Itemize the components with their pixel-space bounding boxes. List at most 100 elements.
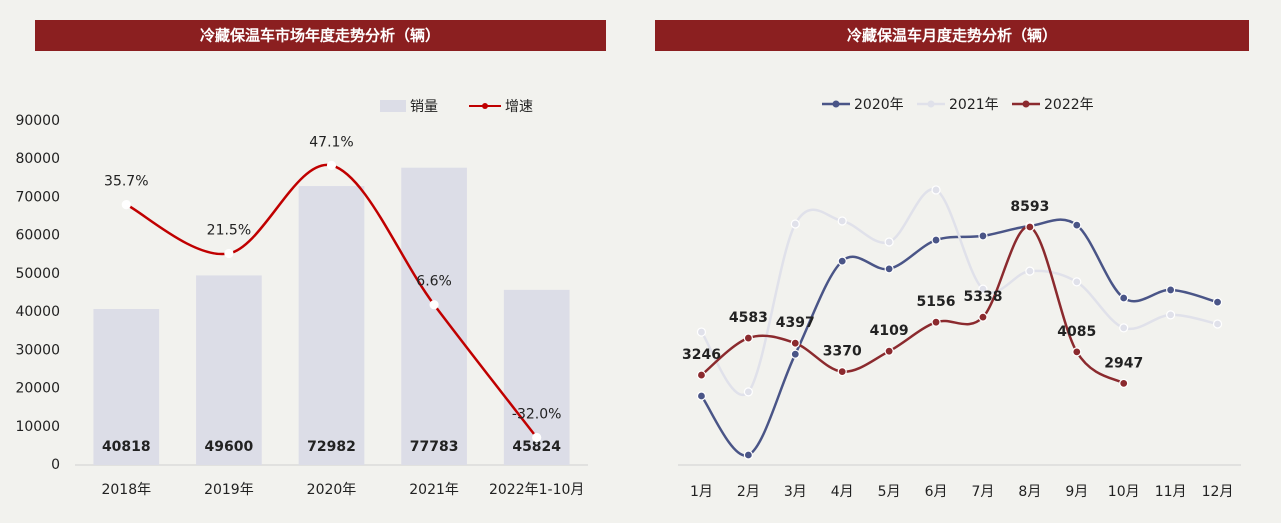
x-tick-label: 4月 — [831, 484, 854, 500]
title-banner — [35, 20, 606, 51]
legend-swatch — [1022, 100, 1030, 108]
legend-swatch — [927, 100, 935, 108]
data-label: 4397 — [776, 315, 815, 331]
point — [931, 317, 941, 327]
bar-label: 40818 — [102, 439, 151, 455]
point — [743, 450, 753, 460]
x-tick-label: 8月 — [1018, 484, 1041, 500]
data-label: 4109 — [870, 323, 909, 339]
point — [1119, 378, 1129, 388]
point — [978, 284, 988, 294]
point — [224, 248, 234, 259]
point — [978, 231, 988, 241]
point — [1072, 347, 1082, 357]
legend-label: 销量 — [410, 99, 438, 115]
point — [1025, 266, 1035, 276]
point — [743, 333, 753, 343]
data-label: 21.5% — [207, 222, 251, 238]
point — [429, 300, 439, 310]
point — [326, 160, 337, 170]
bar-label: 49600 — [205, 439, 254, 455]
point — [1119, 293, 1129, 303]
legend-label: 2021年 — [949, 97, 999, 113]
point — [532, 432, 542, 443]
point — [837, 256, 847, 266]
data-label: 5338 — [963, 289, 1002, 305]
legend-label: 2022年 — [1044, 97, 1094, 113]
x-tick-label: 6月 — [925, 484, 948, 500]
point — [931, 185, 941, 195]
x-tick-label: 7月 — [971, 484, 994, 500]
data-label: 4085 — [1057, 324, 1096, 340]
x-tick-label: 2022年1-10月 — [489, 482, 584, 498]
data-label: 4583 — [729, 310, 768, 326]
point — [696, 391, 707, 401]
legend-label: 增速 — [505, 99, 533, 115]
y-tick-label: 0 — [51, 457, 60, 473]
x-tick-label: 2021年 — [409, 482, 459, 498]
point — [696, 370, 707, 380]
y-tick-label: 70000 — [15, 189, 60, 205]
data-label: 3370 — [823, 344, 862, 360]
x-tick-label: 2018年 — [101, 482, 151, 498]
point — [1072, 220, 1082, 230]
chart-title: 冷藏保温车月度走势分析（辆） — [847, 27, 1057, 45]
legend-swatch — [380, 100, 406, 112]
bar — [93, 308, 160, 465]
point — [884, 264, 894, 274]
x-tick-label: 3月 — [784, 484, 807, 500]
point — [790, 349, 800, 359]
legend-label: 2020年 — [854, 97, 904, 113]
x-tick-label: 10月 — [1108, 484, 1140, 500]
point — [1166, 310, 1176, 320]
y-tick-label: 40000 — [15, 304, 60, 320]
y-tick-label: 10000 — [15, 419, 60, 435]
point — [790, 219, 800, 229]
bar-label: 77783 — [410, 439, 459, 455]
y-tick-label: 90000 — [15, 113, 60, 129]
point — [121, 199, 131, 210]
y-tick-label: 60000 — [15, 228, 60, 244]
data-label: 2947 — [1104, 355, 1143, 371]
bar — [401, 167, 467, 465]
x-tick-label: 11月 — [1155, 484, 1187, 500]
y-tick-label: 30000 — [15, 342, 60, 358]
point — [884, 237, 894, 247]
y-tick-label: 50000 — [15, 266, 60, 282]
x-tick-label: 5月 — [878, 484, 901, 500]
point — [1119, 323, 1129, 333]
y-tick-label: 20000 — [15, 381, 60, 397]
x-tick-label: 2月 — [737, 484, 760, 500]
x-tick-label: 12月 — [1202, 484, 1234, 500]
bar-label: 45824 — [512, 439, 561, 455]
x-tick-label: 9月 — [1065, 484, 1088, 500]
x-tick-label: 2020年 — [307, 482, 357, 498]
data-label: 47.1% — [309, 134, 353, 150]
point — [978, 312, 988, 322]
chart-title: 冷藏保温车市场年度走势分析（辆） — [200, 27, 440, 45]
legend-swatch — [482, 103, 488, 109]
point — [696, 327, 707, 337]
x-tick-label: 2019年 — [204, 482, 254, 498]
data-label: 8593 — [1010, 199, 1049, 215]
bar — [196, 275, 262, 465]
point — [1212, 297, 1223, 307]
legend-swatch — [832, 100, 840, 108]
point — [837, 216, 847, 226]
point — [1212, 319, 1223, 329]
data-label: -32.0% — [512, 406, 562, 422]
bar — [298, 186, 365, 466]
point — [1072, 277, 1082, 287]
point — [884, 346, 894, 356]
title-banner — [655, 20, 1249, 51]
point — [1025, 222, 1035, 232]
point — [1166, 285, 1176, 295]
data-label: 6.6% — [416, 274, 452, 290]
x-tick-label: 1月 — [690, 484, 713, 500]
point — [743, 387, 753, 397]
data-label: 5156 — [917, 294, 956, 310]
data-label: 35.7% — [104, 174, 148, 190]
point — [837, 367, 847, 377]
